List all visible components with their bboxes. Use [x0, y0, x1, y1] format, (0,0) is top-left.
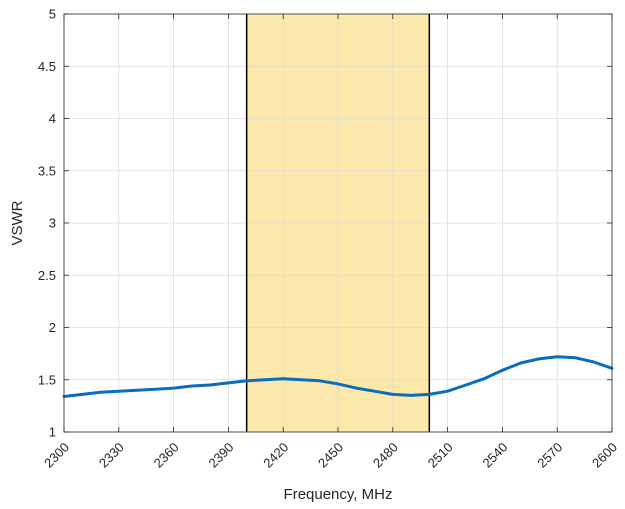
y-tick-label: 5: [49, 7, 56, 22]
y-axis-label: VSWR: [9, 200, 26, 245]
y-tick-label: 1: [49, 425, 56, 440]
series-layer: [62, 355, 614, 398]
vswr-series-line: [62, 355, 614, 398]
y-tick-label: 4: [49, 111, 56, 126]
y-tick-label: 1.5: [38, 372, 56, 387]
x-axis-label: Frequency, MHz: [284, 486, 393, 503]
y-tick-label: 2.5: [38, 268, 56, 283]
y-tick-label: 3.5: [38, 163, 56, 178]
y-tick-label: 3: [49, 216, 56, 231]
y-tick-label: 2: [49, 320, 56, 335]
y-tick-label: 4.5: [38, 59, 56, 74]
